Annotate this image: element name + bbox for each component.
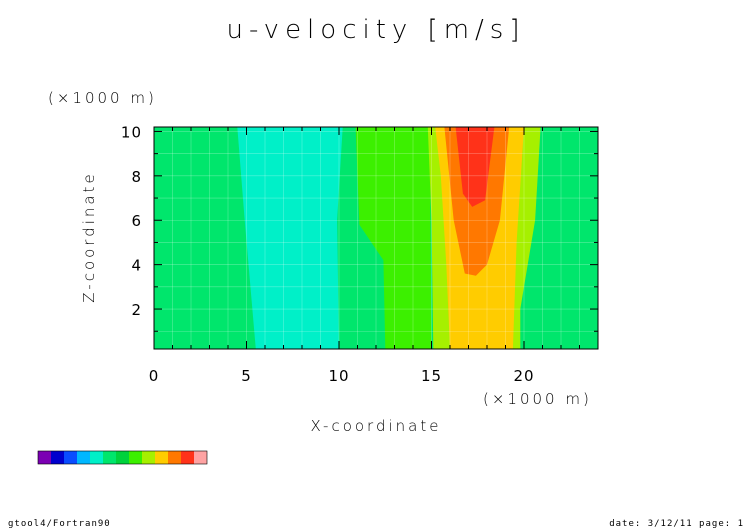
y-tick-label: 2 (131, 301, 142, 319)
colorbar-swatch (194, 451, 207, 464)
colorbar-frame (37, 450, 208, 465)
x-axis-unit: (×1000 m) (483, 390, 592, 408)
colorbar-swatch (129, 451, 142, 464)
x-tick-label: 10 (328, 367, 349, 385)
colorbar-swatch (51, 451, 64, 464)
colorbar-swatch (90, 451, 103, 464)
x-tick-label: 0 (149, 367, 160, 385)
y-axis-label: Z-coordinate (80, 171, 98, 302)
y-tick-label: 10 (121, 123, 142, 141)
colorbar-swatch (142, 451, 155, 464)
colorbar-swatch (103, 451, 116, 464)
colorbar-swatch (168, 451, 181, 464)
y-axis-unit: (×1000 m) (48, 89, 157, 107)
colorbar-swatch (64, 451, 77, 464)
colorbar (37, 450, 208, 465)
contour-region-lime (355, 127, 432, 349)
contour-region-cyan (237, 127, 343, 349)
colorbar-swatch (38, 451, 51, 464)
footer-right: date: 3/12/11 page: 1 (609, 519, 744, 529)
y-tick-label: 4 (131, 257, 142, 275)
contour-region-red (455, 127, 495, 207)
chart-title: u-velocity [m/s] (227, 15, 526, 45)
y-tick-label: 6 (131, 212, 142, 230)
y-tick-label: 8 (131, 168, 142, 186)
footer-left: gtool4/Fortran90 (8, 519, 111, 529)
x-axis-label: X-coordinate (311, 417, 442, 435)
x-tick-label: 20 (513, 367, 534, 385)
colorbar-swatch (77, 451, 90, 464)
colorbar-swatch (155, 451, 168, 464)
x-tick-label: 5 (241, 367, 252, 385)
colorbar-swatch (181, 451, 194, 464)
x-tick-label: 15 (421, 367, 442, 385)
colorbar-swatch (116, 451, 129, 464)
plot-area: 0 5 10 15 20 2 4 6 8 10 (121, 123, 599, 385)
